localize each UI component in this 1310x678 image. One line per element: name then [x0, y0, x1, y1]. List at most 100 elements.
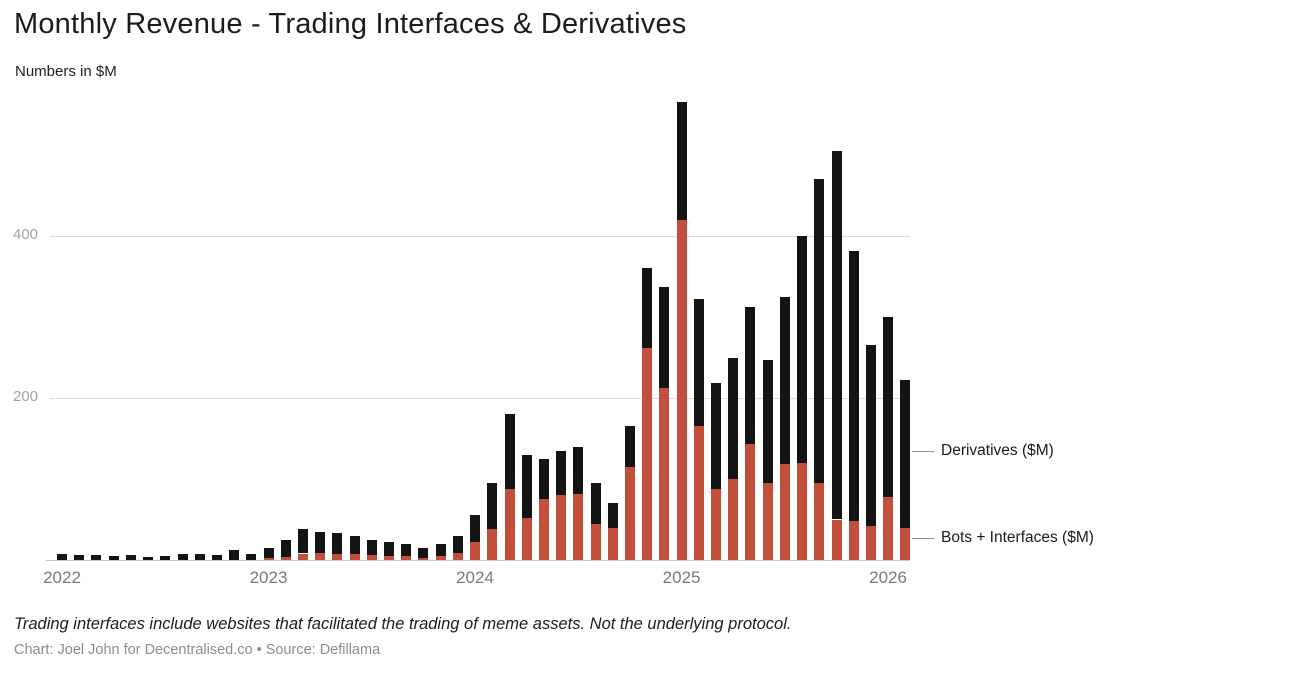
- bar-bots-2026-01: [883, 496, 894, 560]
- bar-bots-2025-02: [693, 426, 704, 561]
- bar-derivatives-2023-09: [401, 543, 412, 556]
- bar-bots-2025-10: [831, 519, 842, 560]
- bar-derivatives-2024-03: [504, 414, 515, 489]
- derivatives-pointer-line: [912, 451, 934, 452]
- bar-bots-2025-01: [676, 219, 687, 560]
- bar-bots-2024-08: [590, 523, 601, 560]
- bar-bots-2023-06: [349, 554, 360, 560]
- bar-derivatives-2024-04: [521, 454, 532, 518]
- bar-derivatives-2025-09: [814, 179, 825, 484]
- bar-bots-2023-08: [384, 556, 394, 561]
- bar-bots-2024-11: [642, 347, 653, 560]
- x-tick-label-2024: 2024: [456, 568, 494, 587]
- bar-bots-2023-10: [418, 557, 429, 560]
- bar-derivatives-2026-02: [900, 380, 911, 528]
- bar-derivatives-2022-12: [246, 553, 257, 560]
- bar-bots-2024-02: [487, 529, 498, 560]
- bar-bots-2023-05: [332, 553, 343, 560]
- x-tick-label-2025: 2025: [662, 568, 701, 587]
- bar-derivatives-2023-08: [384, 542, 394, 556]
- bar-derivatives-2023-12: [452, 535, 463, 553]
- bar-derivatives-2023-10: [418, 547, 429, 558]
- footnote: Trading interfaces include websites that…: [14, 615, 792, 633]
- bar-derivatives-2024-06: [556, 450, 567, 496]
- bar-derivatives-2025-03: [711, 382, 721, 489]
- bar-bots-2024-12: [659, 388, 670, 560]
- gridline-400: [50, 236, 910, 237]
- bar-bots-2025-09: [814, 483, 825, 561]
- bar-derivatives-2024-07: [573, 446, 584, 494]
- bar-bots-2023-12: [452, 552, 463, 560]
- bar-derivatives-2025-10: [831, 150, 842, 520]
- bar-derivatives-2025-05: [745, 306, 756, 445]
- bar-derivatives-2022-01: [57, 553, 67, 560]
- bar-derivatives-2024-12: [659, 287, 670, 389]
- bar-derivatives-2022-05: [125, 555, 136, 560]
- chart-subtitle: Numbers in $M: [15, 63, 117, 80]
- bar-derivatives-2023-01: [263, 547, 274, 559]
- bar-derivatives-2025-06: [762, 359, 773, 483]
- bar-derivatives-2024-05: [538, 458, 549, 500]
- bar-bots-2024-05: [538, 499, 549, 561]
- bar-bots-2025-07: [779, 464, 790, 560]
- bar-bots-2025-12: [865, 526, 876, 560]
- y-tick-label-400: 400: [13, 226, 39, 243]
- bar-derivatives-2025-11: [848, 251, 859, 522]
- bar-derivatives-2024-11: [642, 268, 653, 348]
- bar-bots-2024-09: [607, 527, 618, 560]
- bots-interfaces-pointer-line: [912, 538, 934, 539]
- bar-derivatives-2025-01: [676, 102, 687, 220]
- bar-derivatives-2022-02: [74, 555, 85, 560]
- bar-bots-2023-07: [366, 555, 377, 560]
- x-tick-label-2022: 2022: [43, 568, 81, 587]
- bar-derivatives-2025-02: [693, 299, 704, 427]
- bar-derivatives-2023-03: [297, 529, 308, 554]
- legend-derivatives-label: Derivatives ($M): [941, 442, 1054, 459]
- chart-title: Monthly Revenue - Trading Interfaces & D…: [14, 8, 687, 40]
- bar-derivatives-2023-04: [315, 531, 326, 553]
- bar-derivatives-2025-04: [728, 357, 739, 479]
- legend-bots-interfaces-label: Bots + Interfaces ($M): [941, 529, 1094, 546]
- bar-derivatives-2023-11: [435, 543, 446, 556]
- bar-bots-2025-11: [848, 521, 859, 560]
- bar-derivatives-2022-10: [211, 555, 222, 560]
- bar-derivatives-2025-08: [797, 236, 807, 463]
- bar-bots-2024-10: [624, 466, 635, 561]
- bar-derivatives-2023-07: [366, 539, 377, 556]
- bar-bots-2024-06: [556, 495, 567, 560]
- bar-derivatives-2023-02: [280, 539, 291, 557]
- bar-derivatives-2022-08: [177, 554, 188, 560]
- x-tick-label-2023: 2023: [249, 568, 288, 587]
- bar-bots-2023-02: [280, 556, 291, 560]
- bar-derivatives-2024-09: [607, 503, 618, 528]
- gridline-200: [50, 398, 910, 399]
- bar-bots-2025-04: [728, 479, 739, 560]
- bar-derivatives-2026-01: [883, 317, 894, 497]
- bar-derivatives-2022-06: [143, 556, 154, 560]
- bar-derivatives-2025-12: [865, 345, 876, 526]
- bar-bots-2023-03: [297, 553, 308, 560]
- bar-derivatives-2022-09: [194, 553, 205, 560]
- bar-bots-2024-01: [470, 542, 480, 560]
- bar-derivatives-2022-03: [91, 555, 102, 560]
- bar-bots-2025-06: [762, 483, 773, 561]
- bar-derivatives-2025-07: [779, 296, 790, 465]
- bar-bots-2024-07: [573, 493, 584, 560]
- bar-derivatives-2023-05: [332, 533, 343, 554]
- x-axis-line: [46, 560, 910, 561]
- bar-bots-2025-05: [745, 444, 756, 560]
- bar-derivatives-2022-11: [229, 550, 240, 560]
- bar-derivatives-2022-04: [108, 556, 119, 561]
- bar-bots-2023-11: [435, 556, 446, 561]
- bar-derivatives-2024-01: [470, 515, 480, 543]
- bar-bots-2025-03: [711, 488, 721, 560]
- bar-bots-2025-08: [797, 462, 807, 560]
- bar-derivatives-2022-07: [160, 556, 171, 561]
- bar-bots-2026-02: [900, 527, 911, 560]
- x-tick-label-2026: 2026: [869, 568, 907, 587]
- bar-bots-2023-04: [315, 552, 326, 560]
- y-tick-label-200: 200: [13, 388, 39, 405]
- bar-derivatives-2024-08: [590, 483, 601, 524]
